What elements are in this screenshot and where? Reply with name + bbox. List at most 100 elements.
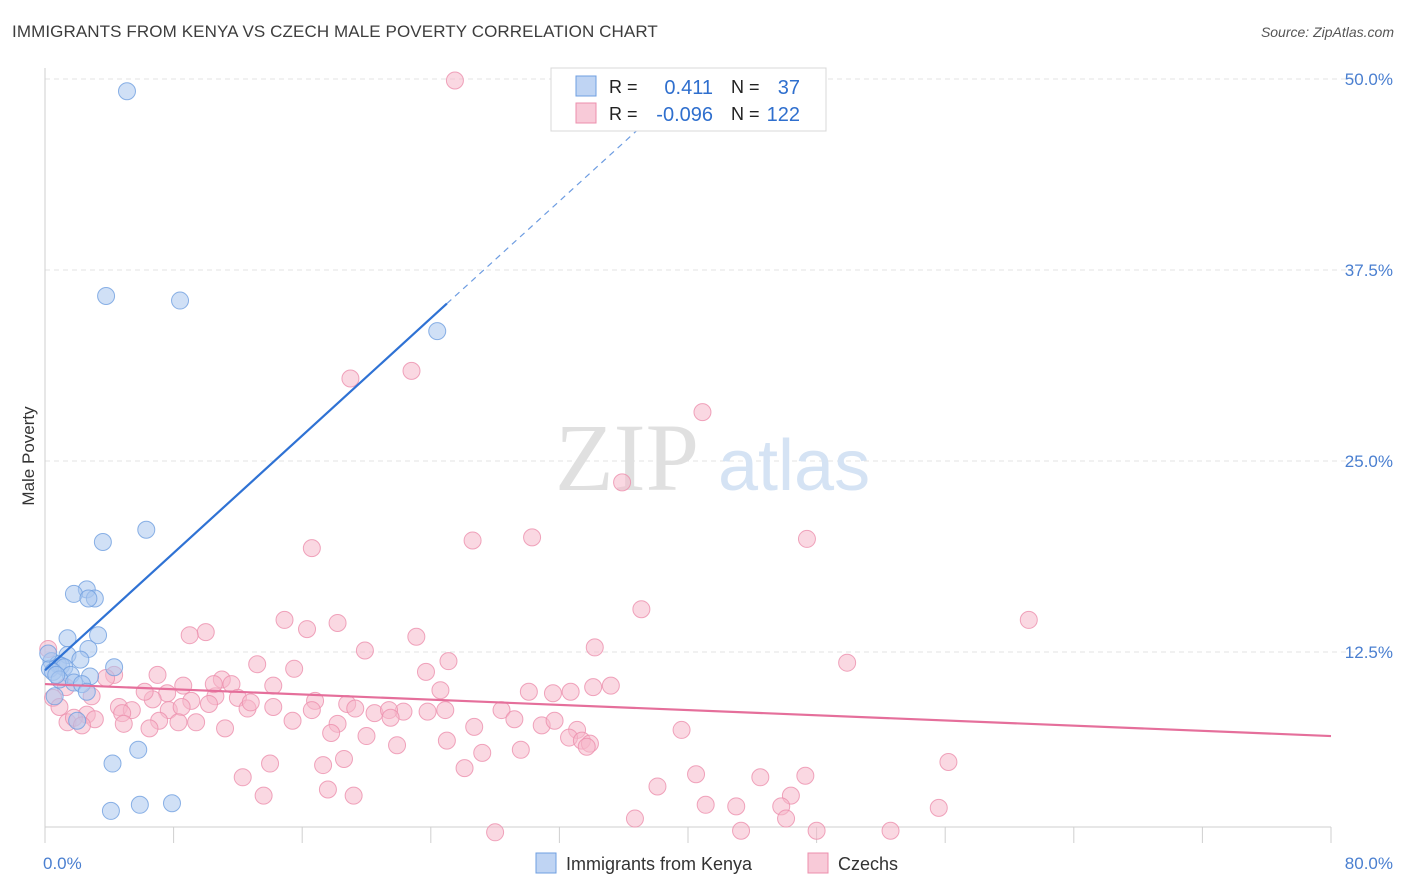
kenya-point [428,322,447,341]
y-tick-label: 37.5% [1345,261,1393,280]
kenya-point [79,589,98,608]
czech-point [199,694,218,713]
czech-point [261,754,280,773]
source-note: Source: ZipAtlas.com [1260,24,1394,40]
czech-point [585,638,604,657]
stats-r-label-kenya: R = [609,77,638,97]
y-axis-title: Male Poverty [19,406,38,506]
kenya-point [77,682,96,701]
czech-point [135,682,154,701]
czech-point [807,821,826,840]
stats-r-value-czech: -0.096 [656,104,713,126]
czech-point [511,740,530,759]
czech-point [180,626,199,645]
czech-point [196,623,215,642]
kenya-point [97,286,116,305]
czech-point [264,698,283,717]
chart-title: IMMIGRANTS FROM KENYA VS CZECH MALE POVE… [12,22,658,41]
stats-legend: R = 0.411 N = 37 R = -0.096 N = 122 [550,67,827,132]
x-tick-label: 0.0% [43,854,82,873]
stats-r-value-kenya: 0.411 [664,77,713,99]
czech-point [505,710,524,729]
series-legend: Immigrants from Kenya Czechs [535,852,898,874]
czech-point [174,676,193,695]
x-tick-label: 80.0% [1345,854,1393,873]
kenya-trend-line [44,302,448,672]
czech-point [445,71,464,90]
legend-swatch-kenya [535,852,557,874]
czech-point [283,711,302,730]
stats-swatch-czech [575,102,597,124]
czech-point [254,786,273,805]
czech-point [672,720,691,739]
czech-point [838,653,857,672]
czech-point [264,676,283,695]
czech-point [601,676,620,695]
czech-point [233,768,252,787]
czech-point [187,713,206,732]
czech-point [519,682,538,701]
czech-point [407,627,426,646]
trend-lines [44,127,1332,738]
czech-point [241,693,260,712]
czech-point [881,821,900,840]
stats-r-label-czech: R = [609,104,638,124]
czech-point [388,736,407,755]
czech-point [561,682,580,701]
kenya-point [117,82,136,101]
czech-point [298,620,317,639]
czech-point [696,795,715,814]
kenya-point [71,650,90,669]
czech-point [402,361,421,380]
axes [44,68,1332,843]
czech-point [172,698,191,717]
stats-swatch-kenya [575,75,597,97]
czech-point [648,777,667,796]
gridlines [45,78,1361,653]
czech-point [584,678,603,697]
czech-point [346,699,365,718]
stats-n-value-czech: 122 [767,104,800,126]
czech-point [939,753,958,772]
czech-trend-line [44,682,1332,738]
kenya-point [93,532,112,551]
czech-point [285,659,304,678]
kenya-point [47,665,66,684]
kenya-point [101,801,120,820]
czech-point [439,652,458,671]
czech-point [543,684,562,703]
czech-point [455,759,474,778]
czech-point [334,749,353,768]
czech-point [248,655,267,674]
kenya-point [162,794,181,813]
kenya-point [105,658,124,677]
y-tick-label: 25.0% [1345,452,1393,471]
kenya-point [68,711,87,730]
czech-point [613,473,632,492]
czech-point [727,797,746,816]
czech-point [465,717,484,736]
czech-point [929,798,948,817]
czech-point [216,719,235,738]
kenya-point [39,644,58,663]
stats-n-label-kenya: N = [731,77,760,97]
watermark-atlas: atlas [718,426,870,506]
czech-point [486,823,505,842]
czech-point [687,765,706,784]
czech-point [632,600,651,619]
czech-point [275,610,294,629]
czech-point [777,809,796,828]
czech-point [418,702,437,721]
legend-label-czech: Czechs [838,854,898,874]
czech-point [416,662,435,681]
kenya-trend-extension [446,127,641,305]
czech-point [751,768,770,787]
kenya-point [171,291,190,310]
stats-legend-box [550,67,827,132]
czech-point [140,719,159,738]
czech-point [437,731,456,750]
czech-point [355,641,374,660]
legend-swatch-czech [807,852,829,874]
y-tick-labels: 12.5% 25.0% 37.5% 50.0% [1345,70,1393,662]
